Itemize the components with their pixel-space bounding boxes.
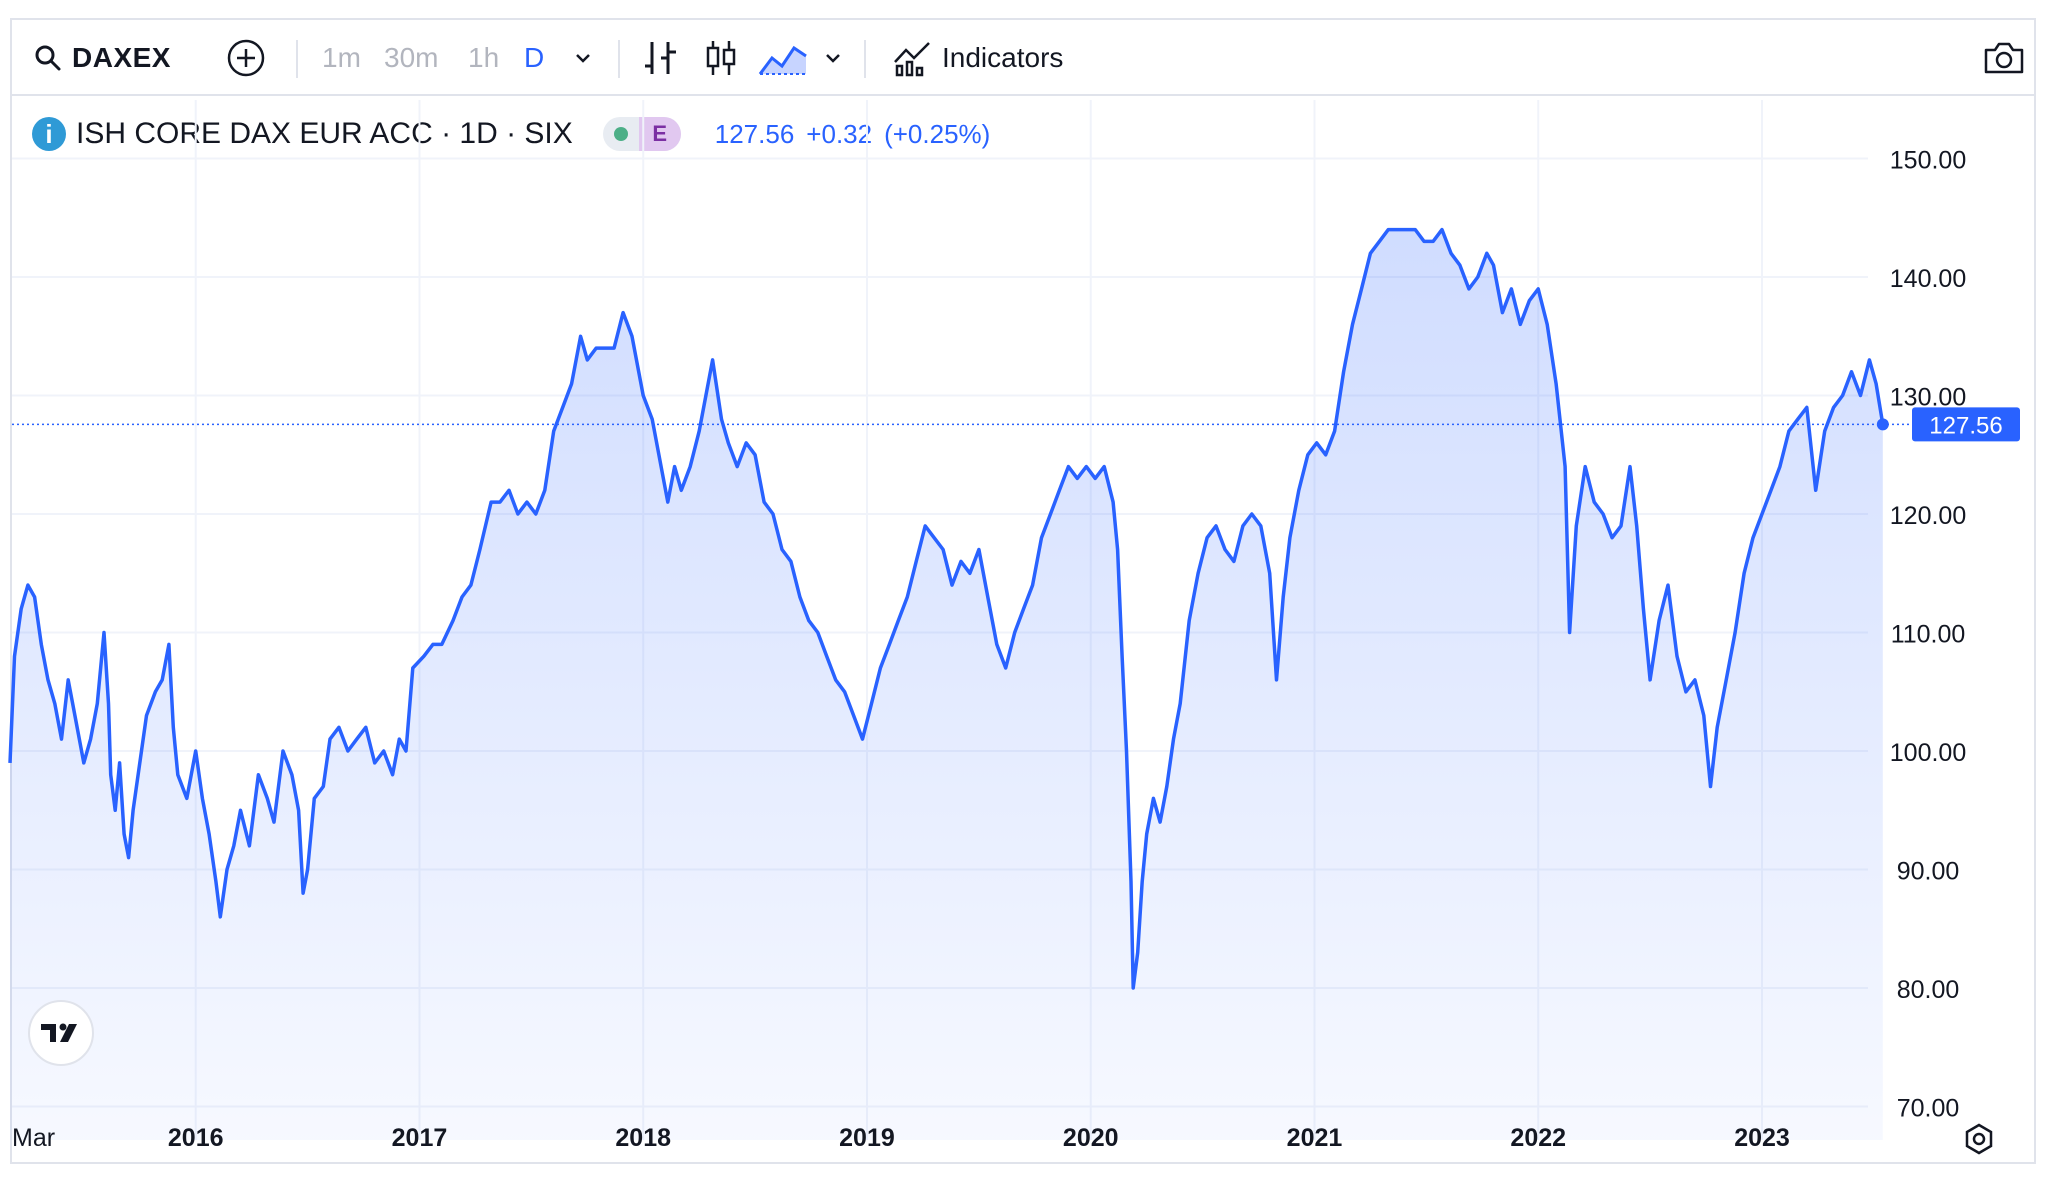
chevron-down-icon bbox=[576, 54, 590, 63]
info-icon[interactable]: i bbox=[32, 117, 66, 151]
data-badge: E bbox=[638, 117, 681, 151]
symbol-search[interactable]: DAXEX bbox=[34, 20, 171, 96]
x-tick-label: 2016 bbox=[168, 1124, 224, 1152]
last-price-tag-label: 127.56 bbox=[1929, 412, 2002, 439]
price-change-pct: (+0.25%) bbox=[884, 118, 991, 149]
last-price-dot bbox=[1876, 418, 1889, 431]
y-tick-label: 100.00 bbox=[1890, 739, 1966, 767]
camera-icon bbox=[1984, 42, 2024, 74]
interval-30m[interactable]: 30m bbox=[384, 42, 439, 73]
x-tick-label: 2018 bbox=[615, 1124, 671, 1152]
x-tick-label: 2021 bbox=[1287, 1124, 1343, 1152]
candles-style-button[interactable] bbox=[704, 20, 738, 96]
last-price: 127.56 bbox=[714, 118, 795, 149]
search-icon bbox=[35, 45, 61, 71]
y-tick-label: 150.00 bbox=[1890, 147, 1966, 175]
series-legend: i ISH CORE DAX EUR ACC · 1D · SIX E 127.… bbox=[32, 112, 1002, 156]
toolbar-divider bbox=[864, 40, 866, 78]
exchange-badge[interactable]: E bbox=[602, 117, 681, 151]
interval-d[interactable]: D bbox=[524, 42, 545, 73]
indicators-icon bbox=[894, 42, 930, 77]
tradingview-logo[interactable] bbox=[28, 1000, 94, 1066]
toolbar: DAXEX 1m 30m 1h D Indicators bbox=[12, 20, 2034, 96]
tv-logo-icon bbox=[41, 1023, 77, 1042]
x-tick-label: 2020 bbox=[1063, 1124, 1119, 1152]
symbol-label: DAXEX bbox=[72, 42, 171, 73]
y-tick-label: 80.00 bbox=[1897, 976, 1960, 1004]
y-tick-label: 110.00 bbox=[1891, 621, 1966, 649]
y-tick-label: 140.00 bbox=[1890, 265, 1966, 293]
y-tick-label: 90.00 bbox=[1897, 858, 1960, 886]
compare-button[interactable] bbox=[226, 20, 266, 96]
chevron-down-icon bbox=[826, 54, 840, 63]
area-chart-icon bbox=[758, 45, 807, 75]
add-circle-icon bbox=[227, 39, 265, 77]
toolbar-divider bbox=[618, 40, 620, 78]
last-price-tag bbox=[1912, 407, 2020, 442]
x-tick-label: 2017 bbox=[392, 1124, 448, 1152]
series-line bbox=[8, 227, 1885, 990]
candles-icon bbox=[706, 41, 736, 75]
settings-icon bbox=[1965, 1123, 1993, 1155]
y-tick-label: 130.00 bbox=[1890, 384, 1966, 412]
chart-style-dropdown[interactable] bbox=[822, 20, 844, 96]
toolbar-divider bbox=[296, 40, 298, 78]
indicators-label: Indicators bbox=[942, 42, 1064, 73]
x-tick-label: 2019 bbox=[839, 1124, 895, 1152]
interval-dropdown[interactable] bbox=[572, 20, 594, 96]
x-tick-label: Mar bbox=[12, 1124, 55, 1152]
area-style-button[interactable] bbox=[758, 20, 808, 96]
price-change: +0.32 bbox=[806, 118, 873, 149]
y-tick-label: 120.00 bbox=[1890, 502, 1966, 530]
series-area-fill bbox=[10, 229, 1883, 1141]
quote-values: 127.56 +0.32 (+0.25%) bbox=[715, 119, 1003, 150]
x-tick-label: 2022 bbox=[1510, 1124, 1566, 1152]
interval-1m[interactable]: 1m bbox=[322, 42, 361, 73]
interval-1h[interactable]: 1h bbox=[468, 42, 500, 73]
bars-icon bbox=[645, 42, 676, 74]
indicators-button[interactable]: Indicators bbox=[892, 20, 1063, 96]
x-tick-label: 2023 bbox=[1734, 1124, 1790, 1152]
bar-style-button[interactable] bbox=[642, 20, 680, 96]
screenshot-button[interactable] bbox=[1982, 20, 2026, 96]
settings-button[interactable] bbox=[1962, 1122, 1996, 1156]
market-status-icon bbox=[603, 117, 639, 151]
y-tick-label: 70.00 bbox=[1897, 1095, 1960, 1123]
series-title: ISH CORE DAX EUR ACC · 1D · SIX bbox=[76, 117, 573, 150]
